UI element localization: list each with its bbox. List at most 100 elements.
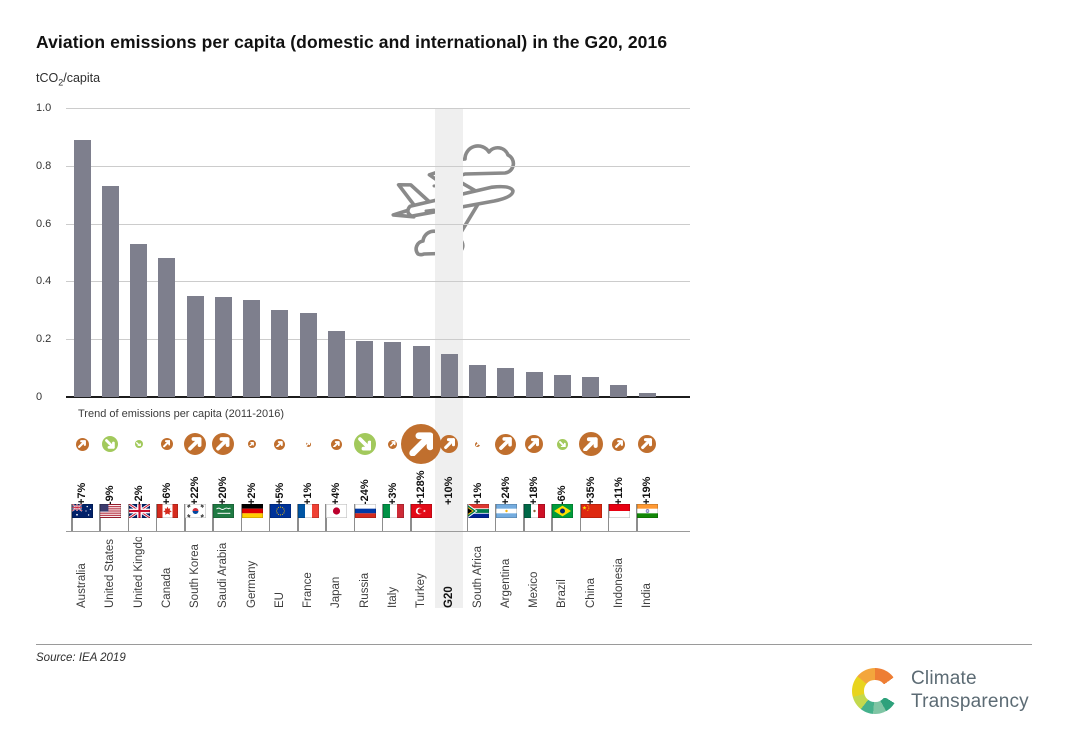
trend-up-icon-mexico — [525, 435, 543, 453]
flag-icon-kr — [185, 504, 206, 518]
trend-pct-united-kingdom: -2% — [132, 485, 145, 505]
trend-pct-france: +1% — [302, 482, 314, 505]
trend-up-icon-australia — [75, 437, 89, 451]
flag-de — [241, 504, 263, 518]
bar-g20 — [440, 353, 458, 397]
arrow-glyph — [499, 437, 513, 451]
trend-up-icon-indonesia — [612, 437, 626, 451]
gridline — [66, 339, 690, 341]
flag-icon-jp — [326, 504, 348, 518]
flagpole-china — [579, 504, 581, 531]
flag-icon-ca — [156, 504, 178, 518]
logo-text: Climate Transparency — [911, 668, 1029, 712]
trend-pct-eu: +5% — [273, 482, 286, 505]
bar-canada — [158, 258, 176, 397]
bar-south-korea — [186, 295, 204, 397]
flag-us — [100, 504, 122, 518]
bar-italy — [384, 342, 402, 397]
flag-icon-au — [71, 503, 93, 518]
bar-mexico — [525, 372, 543, 397]
flag-icon-de — [241, 504, 263, 518]
source-note: Source: IEA 2019 — [36, 652, 126, 664]
category-label-g20: G20 — [443, 586, 456, 608]
arrow-glyph — [276, 440, 284, 448]
flag-icon-gb — [127, 502, 151, 520]
trend-up-icon-germany — [247, 440, 256, 448]
bar-turkey — [412, 346, 430, 397]
trend-up-icon-italy — [388, 439, 398, 449]
flagpole-australia — [71, 504, 73, 531]
logo-mark-icon — [852, 668, 898, 714]
trend-pct-mexico: +18% — [528, 476, 540, 505]
arrow-glyph — [78, 440, 86, 448]
category-label-turkey: Turkey — [415, 573, 427, 608]
flag-icon-ar — [495, 504, 517, 518]
trend-pct-canada: +6% — [160, 482, 173, 505]
flagpole-united-states — [99, 504, 101, 531]
arrow-glyph — [249, 441, 254, 447]
category-label-germany: Germany — [245, 560, 258, 608]
arrow-glyph — [188, 437, 202, 451]
flag-baseline — [66, 531, 690, 532]
bar-germany — [243, 300, 260, 397]
y-tick-label: 0.4 — [36, 275, 52, 288]
flagpole-turkey — [410, 504, 412, 531]
flag-icon-ru — [354, 504, 376, 518]
arrow-glyph — [408, 431, 434, 457]
chart-title: Aviation emissions per capita (domestic … — [36, 32, 668, 52]
category-label-united-kingdom: United Kingdom — [132, 537, 145, 608]
flagpole-france — [297, 504, 299, 531]
arrow-glyph — [528, 438, 540, 450]
trend-pct-japan: +4% — [330, 482, 343, 505]
bar-australia — [73, 139, 91, 397]
trend-up-icon-canada — [160, 438, 173, 450]
category-label-united-states: United States — [104, 538, 117, 608]
trend-up-icon-japan — [330, 438, 342, 450]
trend-up-icon-saudi-arabia — [212, 433, 235, 455]
bar-russia — [356, 340, 373, 397]
category-label-russia: Russia — [358, 572, 371, 608]
flagpole-eu — [268, 504, 271, 531]
flag-icon-tr — [411, 504, 432, 518]
flag-jp — [326, 504, 348, 518]
flagpole-india — [636, 504, 638, 531]
trend-down-icon-brazil — [556, 438, 568, 450]
category-label-brazil: Brazil — [556, 579, 569, 608]
bar-indonesia — [610, 385, 628, 397]
bar-saudi-arabia — [214, 297, 232, 397]
category-label-indonesia: Indonesia — [612, 558, 625, 608]
trend-row-label: Trend of emissions per capita (2011-2016… — [78, 408, 285, 420]
flag-id — [608, 504, 630, 518]
bar-argentina — [497, 368, 515, 397]
flagpole-argentina — [494, 504, 497, 531]
x-axis-line — [66, 396, 690, 398]
trend-pct-saudi-arabia: +20% — [217, 476, 230, 505]
bar-brazil — [553, 375, 571, 397]
y-tick-label: 0.2 — [36, 333, 52, 346]
bar-united-states — [101, 186, 119, 397]
trend-pct-united-states: -9% — [104, 485, 117, 505]
category-label-south-korea: South Korea — [189, 544, 201, 608]
flag-icon-it — [382, 504, 404, 518]
flag-icon-eu — [269, 504, 291, 518]
y-tick-label: 1.0 — [36, 102, 52, 114]
flag-br — [552, 504, 574, 518]
trend-pct-g20: +10% — [443, 476, 456, 505]
climate-transparency-logo: Climate Transparency — [852, 668, 1029, 714]
flag-ar — [495, 504, 517, 518]
arrow-glyph — [583, 436, 598, 452]
trend-up-icon-argentina — [495, 433, 517, 455]
trend-pct-brazil: -6% — [556, 485, 569, 505]
flag-icon-cn — [580, 504, 602, 518]
trend-down-icon-russia — [353, 433, 376, 455]
trend-pct-south-korea: +22% — [189, 476, 201, 505]
flag-icon-us — [100, 504, 122, 518]
flag-icon-fr — [298, 504, 319, 518]
flagpole-mexico — [523, 504, 525, 531]
trend-up-icon-india — [638, 435, 656, 453]
gridline — [66, 108, 690, 109]
category-label-china: China — [584, 577, 597, 608]
category-label-mexico: Mexico — [528, 571, 540, 608]
category-label-saudi-arabia: Saudi Arabia — [217, 542, 230, 608]
